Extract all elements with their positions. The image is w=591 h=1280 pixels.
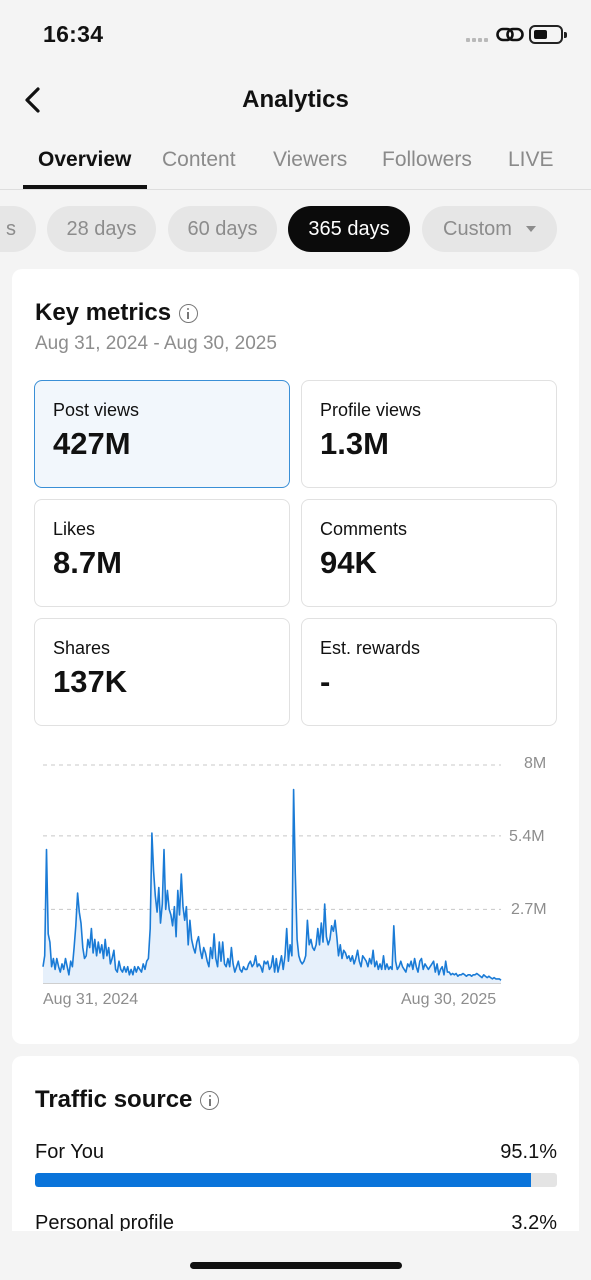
post-views-chart[interactable]: 8M 5.4M 2.7M Aug 31, 2024 Aug 30, 2025: [12, 749, 579, 1009]
metric-value: 8.7M: [53, 545, 122, 580]
y-tick-label: 2.7M: [511, 901, 547, 918]
x-tick-label: Aug 30, 2025: [401, 991, 497, 1008]
metric-post-views[interactable]: Post views 427M: [34, 380, 290, 488]
chart-area-fill: [43, 789, 501, 983]
signal-icon: [466, 38, 488, 42]
traffic-label: For You: [35, 1141, 104, 1163]
metric-value: -: [320, 664, 331, 699]
period-chip-60-days[interactable]: 60 days: [168, 206, 277, 252]
y-tick-label: 8M: [524, 755, 547, 772]
period-chip-custom[interactable]: Custom: [422, 206, 557, 252]
link-icon: [496, 27, 524, 42]
traffic-row-for-you: For You 95.1%: [35, 1141, 557, 1164]
tab-viewers[interactable]: Viewers: [273, 148, 348, 171]
metric-label: Comments: [320, 519, 408, 539]
y-tick-label: 5.4M: [509, 828, 545, 845]
caret-down-icon: [525, 226, 536, 232]
metric-comments[interactable]: Comments 94K: [301, 499, 557, 607]
key-metrics-card: Key metrics Aug 31, 2024 - Aug 30, 2025 …: [12, 269, 579, 1044]
metric-shares[interactable]: Shares 137K: [34, 618, 290, 726]
metric-label: Profile views: [320, 400, 422, 420]
metric-label: Post views: [53, 400, 140, 420]
nav-bar: Analytics: [0, 70, 591, 130]
metric-label: Shares: [53, 638, 111, 658]
metric-likes[interactable]: Likes 8.7M: [34, 499, 290, 607]
x-tick-label: Aug 31, 2024: [43, 991, 139, 1008]
chevron-left-icon[interactable]: [20, 84, 48, 116]
period-chip-28-days[interactable]: 28 days: [47, 206, 156, 252]
traffic-label: Personal profile: [35, 1212, 174, 1234]
metric-label: Est. rewards: [320, 638, 421, 658]
traffic-value: 3.2%: [511, 1212, 557, 1234]
battery-icon: [529, 25, 567, 44]
tab-bar: Overview Content Viewers Followers LIVE: [0, 130, 591, 190]
metric-value: 1.3M: [320, 426, 389, 461]
info-icon[interactable]: [200, 1090, 220, 1110]
bottom-safe-area: [0, 1231, 591, 1280]
metric-label: Likes: [53, 519, 96, 539]
traffic-row-personal-profile: Personal profile 3.2%: [35, 1212, 557, 1235]
metric-value: 427M: [53, 426, 131, 461]
metric-value: 137K: [53, 664, 128, 699]
status-time: 16:34: [43, 21, 104, 47]
traffic-bar-for-you: [35, 1173, 557, 1187]
metric-profile-views[interactable]: Profile views 1.3M: [301, 380, 557, 488]
status-bar: 16:34: [0, 0, 591, 70]
home-indicator: [190, 1262, 402, 1269]
info-icon[interactable]: [179, 303, 199, 323]
metric-est-rewards[interactable]: Est. rewards -: [301, 618, 557, 726]
traffic-source-heading: Traffic source: [35, 1086, 220, 1114]
series-line: [42, 788, 502, 981]
key-metrics-heading: Key metrics: [35, 299, 199, 327]
traffic-bar-fill: [35, 1173, 532, 1187]
period-chip-partial[interactable]: s: [0, 206, 36, 252]
tab-live[interactable]: LIVE: [508, 148, 554, 171]
metric-value: 94K: [320, 545, 377, 580]
page-title: Analytics: [242, 86, 349, 113]
tab-content[interactable]: Content: [162, 148, 236, 171]
active-tab-indicator: [23, 185, 147, 189]
period-selector: s 28 days 60 days 365 days Custom: [0, 206, 591, 252]
tab-followers[interactable]: Followers: [382, 148, 472, 171]
date-range: Aug 31, 2024 - Aug 30, 2025: [35, 333, 277, 354]
period-chip-365-days[interactable]: 365 days: [288, 206, 410, 252]
traffic-value: 95.1%: [500, 1141, 557, 1163]
tab-overview[interactable]: Overview: [38, 148, 132, 171]
chart-svg: [42, 764, 502, 984]
